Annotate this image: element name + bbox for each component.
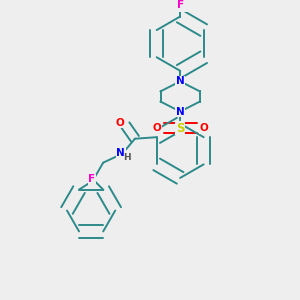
Text: N: N xyxy=(176,106,184,116)
Text: N: N xyxy=(116,148,125,158)
Text: O: O xyxy=(116,118,124,128)
Text: F: F xyxy=(88,174,95,184)
Text: F: F xyxy=(177,0,184,10)
Text: O: O xyxy=(153,123,161,133)
Text: O: O xyxy=(199,123,208,133)
Text: S: S xyxy=(176,122,184,135)
Text: H: H xyxy=(123,153,131,162)
Text: N: N xyxy=(176,76,184,86)
